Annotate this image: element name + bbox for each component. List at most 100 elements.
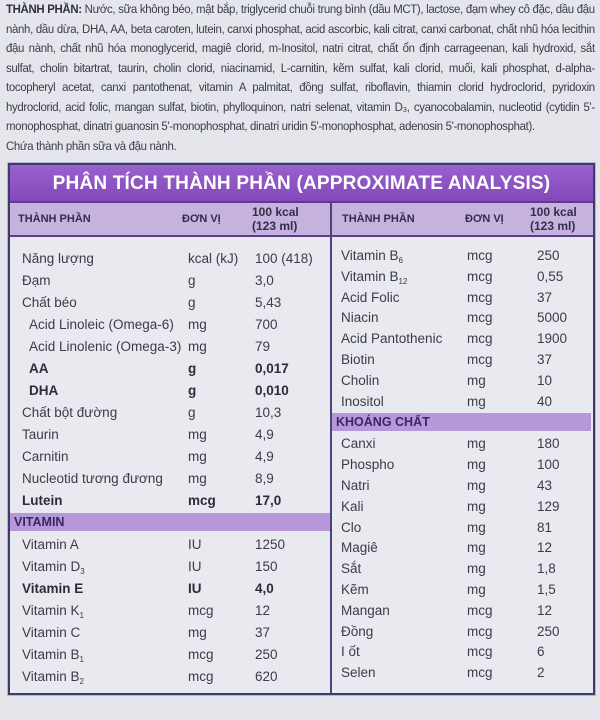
nutrient-name: Vitamin E <box>22 578 83 600</box>
nutrient-name: Nucleotid tương đương <box>22 468 163 490</box>
nutrient-name: Chất bột đường <box>22 402 117 424</box>
nutrient-value: 4,9 <box>255 427 274 442</box>
nutrient-value: 250 <box>255 647 278 662</box>
table-row: Phospho mg 100 <box>332 455 591 476</box>
nutrient-unit: mg <box>188 317 207 332</box>
nutrient-name: Phospho <box>341 455 394 476</box>
nutrient-name: Vitamin B12 <box>341 267 407 293</box>
nutrient-name-text: Acid Linolenic (Omega-3) <box>29 339 182 354</box>
nutrient-subscript: 3 <box>80 567 85 576</box>
nutrient-unit: mg <box>467 581 486 597</box>
nutrient-value: 40 <box>537 393 553 409</box>
nutrient-value: 700 <box>255 317 278 332</box>
header-name-left: THÀNH PHẦN <box>18 213 91 225</box>
nutrient-value: 10,3 <box>255 405 282 420</box>
ingredients-text: THÀNH PHẦN: Nước, sữa không béo, mật bắp… <box>6 0 595 156</box>
nutrient-value: 0,010 <box>255 383 289 398</box>
nutrient-unit: mg <box>467 436 486 452</box>
nutrient-name: Mangan <box>341 601 390 622</box>
nutrient-unit: kcal (kJ) <box>188 251 239 266</box>
nutrient-unit: mcg <box>467 623 493 639</box>
table-row: Carnitin mg 4,9 <box>10 446 330 468</box>
nutrient-name-text: Niacin <box>341 310 379 326</box>
nutrient-name-text: Vitamin E <box>22 581 84 596</box>
nutrient-subscript: 1 <box>79 611 84 620</box>
nutrient-value: 1900 <box>537 331 568 347</box>
nutrient-value: 17,0 <box>255 493 282 508</box>
nutrient-name-text: Vitamin B <box>341 248 399 263</box>
nutrient-unit: g <box>188 295 196 310</box>
ingredients-list: Nước, sữa không béo, mật bắp, triglyceri… <box>6 2 595 133</box>
nutrient-name-text: Biotin <box>341 351 375 367</box>
nutrient-name-text: Chất béo <box>22 295 77 310</box>
nutrient-subscript: 6 <box>398 256 403 265</box>
nutrient-value: 43 <box>537 477 553 493</box>
nutrient-value: 620 <box>255 669 278 684</box>
nutrient-name: Vitamin D3 <box>22 556 85 583</box>
nutrient-name-text: Kali <box>341 498 364 514</box>
nutrient-unit: IU <box>188 581 202 596</box>
nutrient-subscript: 12 <box>398 276 408 286</box>
nutrient-name: Vitamin A <box>22 534 79 556</box>
nutrient-unit: mcg <box>467 665 493 681</box>
nutrient-value: 150 <box>255 559 278 574</box>
nutrient-name-text: Vitamin C <box>22 625 81 640</box>
nutrient-name-text: Acid Linoleic (Omega-6) <box>29 317 174 332</box>
nutrient-name: Acid Pantothenic <box>341 329 442 350</box>
nutrient-unit: mcg <box>467 351 493 367</box>
nutrient-value: 81 <box>537 519 553 535</box>
nutrient-name: Cholin <box>341 371 379 392</box>
table-row: Năng lượng kcal (kJ) 100 (418) <box>10 248 330 270</box>
nutrient-unit: mcg <box>188 647 214 662</box>
table-row: Canxi mg 180 <box>332 434 591 455</box>
header-value2-left: (123 ml) <box>252 219 298 233</box>
nutrient-unit: g <box>188 361 197 376</box>
nutrient-name-text: Vitamin B <box>22 669 80 684</box>
nutrient-name: DHA <box>29 380 58 402</box>
nutrient-name: Năng lượng <box>22 248 94 270</box>
nutrient-unit: mg <box>467 477 486 493</box>
nutrient-name-text: Magiê <box>341 540 378 556</box>
nutrient-name-text: Vitamin B <box>341 268 399 284</box>
nutrient-name: Vitamin B6 <box>341 246 403 272</box>
header-value1-left: 100 kcal <box>252 205 299 219</box>
nutrient-unit: mg <box>467 393 486 409</box>
table-row: DHA g 0,010 <box>10 380 330 402</box>
nutrient-name: Vitamin C <box>22 622 80 644</box>
nutrient-unit: mg <box>467 372 486 388</box>
table-row: Natri mg 43 <box>332 476 591 497</box>
table-row: Kali mg 129 <box>332 497 591 518</box>
nutrient-name-text: Vitamin D <box>22 559 81 574</box>
nutrient-name: Kali <box>341 497 364 518</box>
table-row: Sắt mg 1,8 <box>332 559 591 580</box>
nutrient-name: Sắt <box>341 559 361 580</box>
nutrient-name: Biotin <box>341 350 375 371</box>
nutrient-value: 0,017 <box>255 361 289 376</box>
nutrient-name-text: Natri <box>341 477 370 493</box>
nutrient-name-text: Selen <box>341 665 376 681</box>
table-header-row: THÀNH PHẦN ĐƠN VỊ 100 kcal (123 ml) THÀN… <box>10 203 593 237</box>
column-divider <box>330 203 332 693</box>
nutrient-unit: mg <box>188 625 207 640</box>
nutrient-value: 1,5 <box>537 581 556 597</box>
nutrient-name: Magiê <box>341 538 378 559</box>
nutrient-value: 100 (418) <box>255 251 313 266</box>
nutrient-unit: mg <box>188 339 207 354</box>
nutrient-unit: mcg <box>467 644 493 660</box>
nutrient-name-text: AA <box>29 361 49 376</box>
nutrient-unit: g <box>188 383 197 398</box>
nutrient-name: Vitamin B1 <box>22 644 84 671</box>
nutrient-name: Đồng <box>341 622 373 643</box>
nutrient-name-text: Clo <box>341 519 362 535</box>
table-row: Vitamin B2 mcg 620 <box>10 666 330 688</box>
nutrient-value: 4,9 <box>255 449 274 464</box>
nutrient-unit: mg <box>467 519 486 535</box>
nutrient-value: 250 <box>537 623 560 639</box>
nutrient-value: 5,43 <box>255 295 282 310</box>
table-title: PHÂN TÍCH THÀNH PHẦN (APPROXIMATE ANALYS… <box>10 165 593 203</box>
table-row: Đồng mcg 250 <box>332 622 591 643</box>
nutrient-name: Inositol <box>341 392 384 413</box>
nutrient-name: Canxi <box>341 434 376 455</box>
nutrient-value: 129 <box>537 498 560 514</box>
table-row: Acid Pantothenic mcg 1900 <box>332 329 591 350</box>
